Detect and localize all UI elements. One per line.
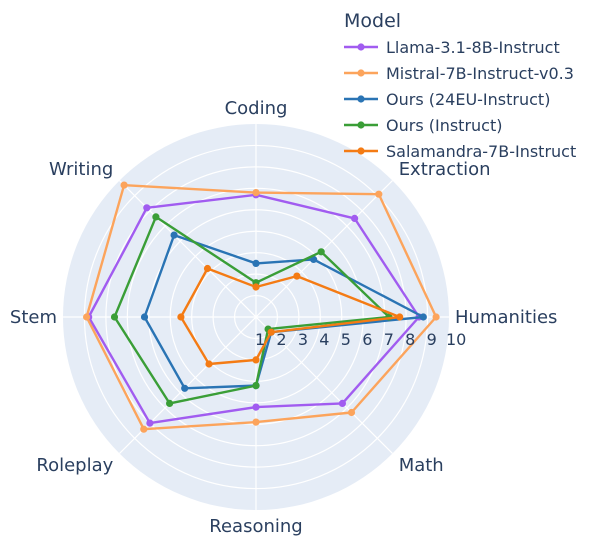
point-salamandra-7b-instruct-extraction[interactable] <box>293 272 301 280</box>
tick-label-4: 4 <box>319 330 329 349</box>
point-salamandra-7b-instruct-stem[interactable] <box>177 313 185 321</box>
point-llama-3-1-8b-instruct-extraction[interactable] <box>351 214 359 222</box>
axis-label-humanities: Humanities <box>455 307 557 328</box>
point-llama-3-1-8b-instruct-reasoning[interactable] <box>252 403 260 411</box>
point-ours-instruct-writing[interactable] <box>152 213 160 221</box>
axis-label-math: Math <box>399 455 444 476</box>
tick-label-10: 10 <box>446 330 466 349</box>
angular-axis-labels: Humanities Extraction Coding Writing Stem Rol… <box>10 98 558 537</box>
legend-swatch-marker <box>357 121 365 129</box>
legend-title: Model <box>344 10 401 32</box>
series-layer <box>83 181 440 433</box>
point-llama-3-1-8b-instruct-math[interactable] <box>338 399 346 407</box>
legend-label: Ours (24EU-Instruct) <box>386 90 550 109</box>
point-llama-3-1-8b-instruct-writing[interactable] <box>143 204 151 212</box>
point-ours-instruct-stem[interactable] <box>110 313 119 321</box>
point-ours-24eu-instruct-humanities[interactable] <box>419 313 427 321</box>
point-mistral-7b-instruct-v0-3-stem[interactable] <box>83 313 91 321</box>
axis-label-stem: Stem <box>10 307 57 328</box>
point-ours-24eu-instruct-extraction[interactable] <box>310 255 318 263</box>
legend-item-ours-24eu-instruct[interactable]: Ours (24EU-Instruct) <box>344 90 550 109</box>
legend-swatch-marker <box>357 69 365 77</box>
point-mistral-7b-instruct-v0-3-coding[interactable] <box>252 189 260 197</box>
point-salamandra-7b-instruct-reasoning[interactable] <box>252 356 260 364</box>
legend-label: Ours (Instruct) <box>386 116 502 135</box>
tick-label-1: 1 <box>255 330 265 349</box>
legend-item-salamandra-7b-instruct[interactable]: Salamandra-7B-Instruct <box>344 142 576 161</box>
legend[interactable]: Model Llama-3.1-8B-Instruct Mistral-7B-In… <box>344 10 576 161</box>
axis-label-coding: Coding <box>225 98 288 119</box>
legend-swatch-marker <box>357 147 365 155</box>
legend-label: Salamandra-7B-Instruct <box>386 142 576 161</box>
tick-label-8: 8 <box>405 330 415 349</box>
legend-swatch-marker <box>357 43 365 51</box>
legend-item-llama-3-1-8b-instruct[interactable]: Llama-3.1-8B-Instruct <box>344 38 560 57</box>
axis-label-roleplay: Roleplay <box>36 455 113 476</box>
point-llama-3-1-8b-instruct-roleplay[interactable] <box>146 419 154 427</box>
legend-label: Llama-3.1-8B-Instruct <box>386 38 560 57</box>
point-ours-instruct-reasoning[interactable] <box>252 382 260 390</box>
point-ours-instruct-extraction[interactable] <box>317 248 325 256</box>
point-salamandra-7b-instruct-humanities[interactable] <box>396 313 404 321</box>
spoke-math <box>255 316 393 454</box>
legend-item-mistral-7b-instruct-v0-3[interactable]: Mistral-7B-Instruct-v0.3 <box>344 64 574 83</box>
series-mistral-7b-instruct-v0-3[interactable] <box>83 181 440 433</box>
point-salamandra-7b-instruct-roleplay[interactable] <box>205 360 213 368</box>
series-salamandra-7b-instruct[interactable] <box>177 264 404 368</box>
point-mistral-7b-instruct-v0-3-writing[interactable] <box>120 181 128 189</box>
point-ours-24eu-instruct-roleplay[interactable] <box>181 384 189 392</box>
point-salamandra-7b-instruct-math[interactable] <box>267 328 275 336</box>
legend-label: Mistral-7B-Instruct-v0.3 <box>386 64 574 83</box>
point-mistral-7b-instruct-v0-3-humanities[interactable] <box>432 313 440 321</box>
tick-label-3: 3 <box>298 330 308 349</box>
point-ours-24eu-instruct-coding[interactable] <box>252 259 260 267</box>
axis-label-writing: Writing <box>49 159 113 180</box>
radial-tick-labels: 1 2 3 4 5 6 7 8 9 10 <box>255 330 466 349</box>
tick-label-6: 6 <box>362 330 372 349</box>
point-ours-24eu-instruct-stem[interactable] <box>140 313 149 321</box>
tick-label-7: 7 <box>384 330 394 349</box>
point-mistral-7b-instruct-v0-3-extraction[interactable] <box>375 190 383 198</box>
tick-label-5: 5 <box>341 330 351 349</box>
axis-label-reasoning: Reasoning <box>209 516 302 537</box>
point-mistral-7b-instruct-v0-3-roleplay[interactable] <box>140 425 148 433</box>
spoke-writing <box>119 180 257 318</box>
point-ours-instruct-roleplay[interactable] <box>166 399 174 407</box>
point-mistral-7b-instruct-v0-3-math[interactable] <box>347 408 356 417</box>
point-salamandra-7b-instruct-writing[interactable] <box>203 264 212 273</box>
legend-swatch-marker <box>357 95 365 103</box>
series-ours-instruct[interactable] <box>110 213 393 407</box>
spoke-extraction <box>255 180 393 318</box>
axis-label-extraction: Extraction <box>399 159 491 180</box>
tick-label-2: 2 <box>276 330 286 349</box>
tick-label-9: 9 <box>427 330 437 349</box>
point-salamandra-7b-instruct-coding[interactable] <box>252 283 260 291</box>
point-mistral-7b-instruct-v0-3-reasoning[interactable] <box>252 418 260 426</box>
legend-item-ours-instruct[interactable]: Ours (Instruct) <box>344 116 502 135</box>
point-ours-24eu-instruct-writing[interactable] <box>170 231 178 239</box>
